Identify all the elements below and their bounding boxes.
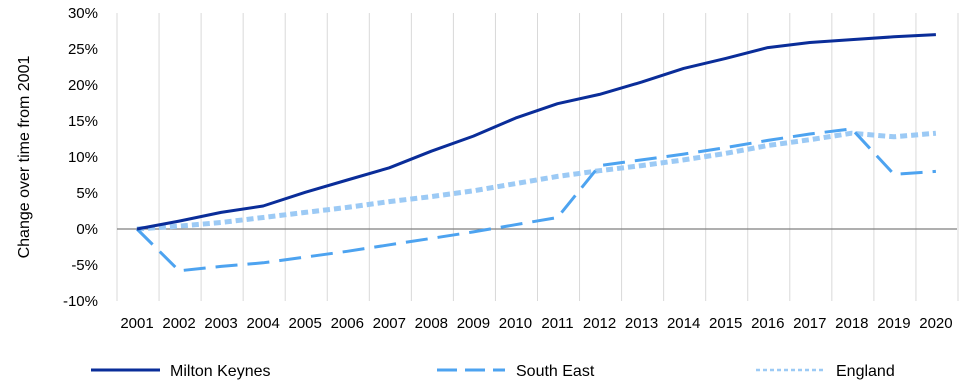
legend-label: South East: [516, 363, 595, 380]
y-tick-label: 10%: [68, 149, 98, 166]
x-tick-label: 2017: [793, 315, 826, 332]
x-tick-label: 2008: [415, 315, 448, 332]
x-tick-label: 2016: [751, 315, 784, 332]
y-axis-label: Change over time from 2001: [16, 56, 33, 259]
series-lines: [135, 33, 937, 273]
x-tick-label: 2003: [204, 315, 237, 332]
x-tick-label: 2007: [373, 315, 406, 332]
x-tick-label: 2020: [919, 315, 952, 332]
x-tick-label: 2015: [709, 315, 742, 332]
x-tick-label: 2014: [667, 315, 700, 332]
series-line-england: [136, 130, 937, 232]
vertical-gridlines: [116, 13, 959, 301]
x-tick-label: 2001: [120, 315, 153, 332]
y-tick-label: 25%: [68, 41, 98, 58]
y-tick-label: 30%: [68, 5, 98, 22]
legend: Milton Keynes South East England: [91, 363, 895, 380]
x-tick-label: 2011: [541, 315, 573, 332]
x-axis-ticks: 2001 2002 2003 2004 2005 2006 2007 2008 2009 2010…: [120, 315, 952, 332]
x-tick-label: 2010: [499, 315, 532, 332]
y-tick-label: -10%: [63, 293, 98, 310]
x-tick-label: 2013: [625, 315, 658, 332]
x-tick-label: 2004: [246, 315, 279, 332]
x-tick-label: 2012: [583, 315, 616, 332]
x-tick-label: 2019: [877, 315, 910, 332]
series-line-south-east: [135, 127, 937, 273]
legend-label: Milton Keynes: [170, 363, 271, 380]
y-tick-label: 5%: [76, 185, 98, 202]
y-tick-label: 15%: [68, 113, 98, 130]
x-tick-label: 2002: [162, 315, 195, 332]
y-tick-label: 0%: [76, 221, 98, 238]
y-axis-ticks: -10% -5% 0% 5% 10% 15% 20% 25% 30%: [63, 5, 98, 310]
x-tick-label: 2006: [331, 315, 364, 332]
legend-label: England: [836, 363, 895, 380]
x-tick-label: 2005: [289, 315, 322, 332]
series-line-milton-keynes: [136, 33, 936, 231]
x-tick-label: 2009: [457, 315, 490, 332]
x-tick-label: 2018: [835, 315, 868, 332]
y-tick-label: -5%: [71, 257, 98, 274]
y-tick-label: 20%: [68, 77, 98, 94]
